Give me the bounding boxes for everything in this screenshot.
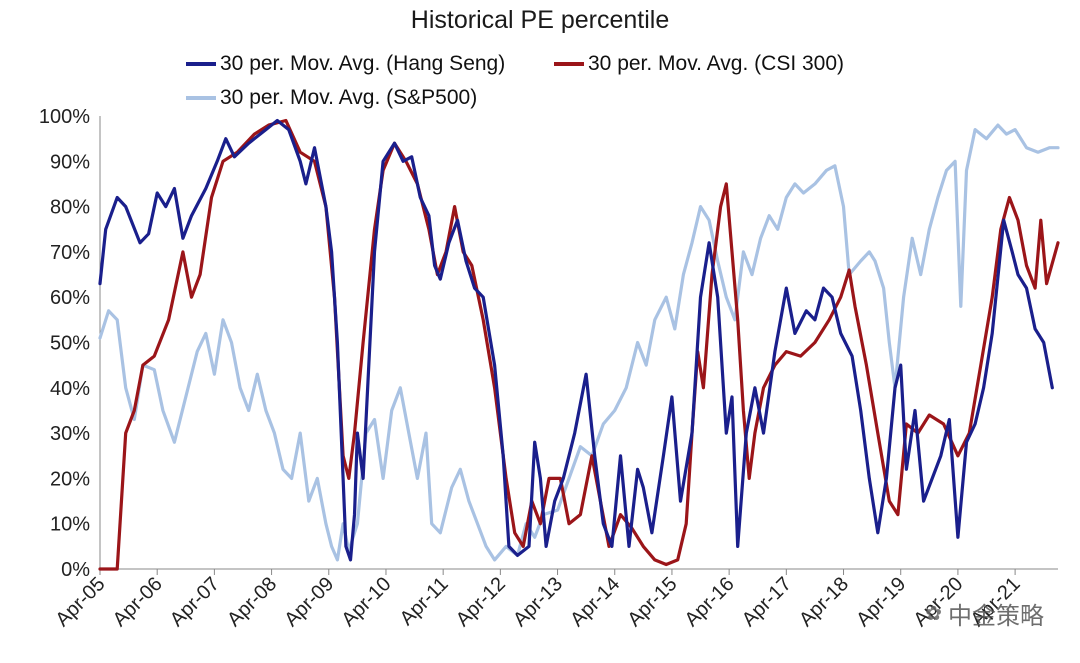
y-tick-label: 0% — [61, 559, 90, 581]
wechat-icon: ✿ — [925, 603, 942, 625]
x-tick-label: Apr-06 — [109, 573, 167, 631]
legend-item-csi-300: 30 per. Mov. Avg. (CSI 300) — [554, 52, 844, 76]
legend-label-csi-300: 30 per. Mov. Avg. (CSI 300) — [588, 52, 845, 75]
watermark: ✿ 中金策略 — [925, 596, 1044, 631]
x-tick-label: Apr-05 — [52, 573, 110, 631]
x-tick-label: Apr-15 — [623, 573, 681, 631]
y-tick-label: 20% — [50, 468, 90, 490]
x-tick-label: Apr-19 — [852, 573, 910, 631]
series-line-sp500 — [98, 123, 1060, 562]
watermark-text: 中金策略 — [948, 603, 1044, 630]
series-line-csi-300 — [98, 118, 1060, 571]
x-tick-label: Apr-17 — [738, 573, 796, 631]
y-tick-label: 10% — [50, 514, 90, 536]
legend-label-sp500: 30 per. Mov. Avg. (S&P500) — [220, 86, 478, 109]
legend-label-hang-seng: 30 per. Mov. Avg. (Hang Seng) — [220, 52, 506, 75]
x-tick-label: Apr-14 — [566, 573, 624, 631]
legend-item-sp500: 30 per. Mov. Avg. (S&P500) — [186, 86, 477, 110]
x-tick-label: Apr-18 — [795, 573, 853, 631]
legend-item-hang-seng: 30 per. Mov. Avg. (Hang Seng) — [186, 52, 505, 76]
y-tick-label: 60% — [50, 287, 90, 309]
series-line-hang-seng — [98, 118, 1054, 562]
x-tick-label: Apr-07 — [166, 573, 224, 631]
y-tick-label: 50% — [50, 333, 90, 355]
y-tick-label: 80% — [50, 197, 90, 219]
y-tick-label: 30% — [50, 423, 90, 445]
x-tick-label: Apr-11 — [396, 573, 453, 630]
x-tick-label: Apr-12 — [452, 573, 510, 631]
y-tick-label: 40% — [50, 378, 90, 400]
legend-swatch-hang-seng — [186, 62, 216, 66]
x-tick-label: Apr-16 — [681, 573, 739, 631]
x-tick-label: Apr-09 — [280, 573, 338, 631]
x-tick-label: Apr-08 — [223, 573, 281, 631]
legend-swatch-csi-300 — [554, 62, 584, 66]
x-tick-label: Apr-10 — [338, 573, 396, 631]
y-tick-label: 100% — [39, 106, 90, 128]
y-tick-label: 70% — [50, 242, 90, 264]
legend-swatch-sp500 — [186, 96, 216, 100]
x-tick-label: Apr-13 — [509, 573, 567, 631]
y-tick-label: 90% — [50, 151, 90, 173]
chart-title: Historical PE percentile — [410, 6, 670, 34]
